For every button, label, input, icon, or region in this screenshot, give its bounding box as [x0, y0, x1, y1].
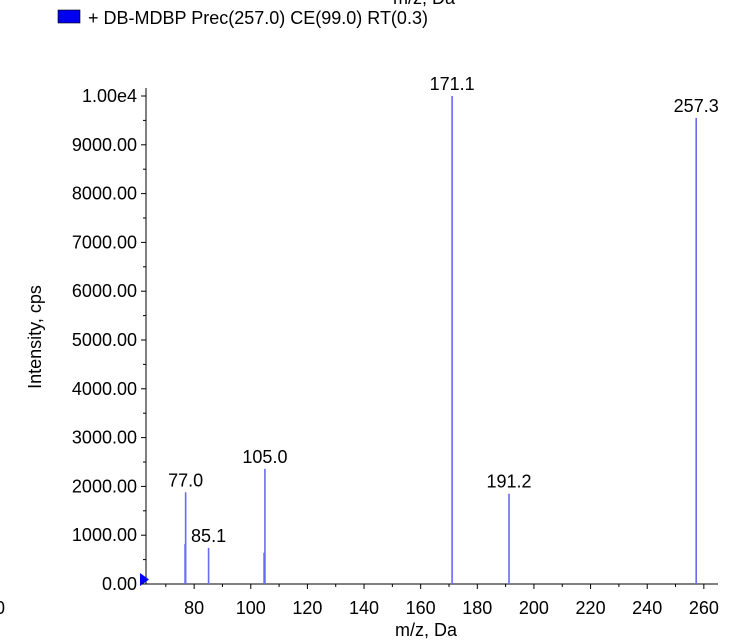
y-tick-label: 2000.00 [72, 476, 137, 496]
x-tick-label: 80 [184, 598, 204, 618]
y-tick-label: 3000.00 [72, 428, 137, 448]
y-tick-label: 4000.00 [72, 379, 137, 399]
peaks [184, 96, 697, 584]
legend-label: + DB-MDBP Prec(257.0) CE(99.0) RT(0.3) [88, 8, 428, 28]
legend: + DB-MDBP Prec(257.0) CE(99.0) RT(0.3) [57, 8, 428, 28]
x-tick-label: 140 [349, 598, 379, 618]
y-tick-label: 7000.00 [72, 232, 137, 252]
peak-label: 191.2 [486, 472, 531, 492]
y-tick-label: 6000.00 [72, 281, 137, 301]
x-ticks: 80 100 120 140 160 180 200 220 240 260 [165, 584, 719, 618]
x-tick-label: 100 [236, 598, 266, 618]
x-tick-label: 180 [462, 598, 492, 618]
y-axis-title: Intensity, cps [25, 285, 45, 389]
peak-label: 171.1 [430, 74, 475, 94]
peak-label: 257.3 [674, 96, 719, 116]
clipped-header-text: m/z, Da [393, 0, 456, 8]
x-tick-label: 120 [292, 598, 322, 618]
peak-label: 77.0 [168, 470, 203, 490]
x-tick-label: 240 [632, 598, 662, 618]
x-axis-cut-label: 0 [0, 598, 5, 618]
y-tick-label: 1.00e4 [82, 86, 137, 106]
peak-labels: 77.0 85.1 105.0 171.1 191.2 257.3 [168, 74, 719, 546]
y-ticks: 0.00 1000.00 2000.00 3000.00 4000.00 5000.00 6… [72, 86, 146, 594]
x-tick-label: 220 [576, 598, 606, 618]
y-tick-label: 5000.00 [72, 330, 137, 350]
axis-origin-marker [140, 573, 149, 586]
x-tick-label: 200 [519, 598, 549, 618]
y-tick-label: 0.00 [102, 574, 137, 594]
y-tick-label: 1000.00 [72, 525, 137, 545]
x-axis-title: m/z, Da [395, 620, 458, 640]
y-tick-label: 9000.00 [72, 135, 137, 155]
legend-swatch [57, 9, 81, 24]
peak-label: 85.1 [191, 526, 226, 546]
peak-label: 105.0 [242, 447, 287, 467]
y-tick-label: 8000.00 [72, 184, 137, 204]
x-tick-label: 260 [689, 598, 719, 618]
axes [140, 88, 718, 586]
x-tick-label: 160 [406, 598, 436, 618]
